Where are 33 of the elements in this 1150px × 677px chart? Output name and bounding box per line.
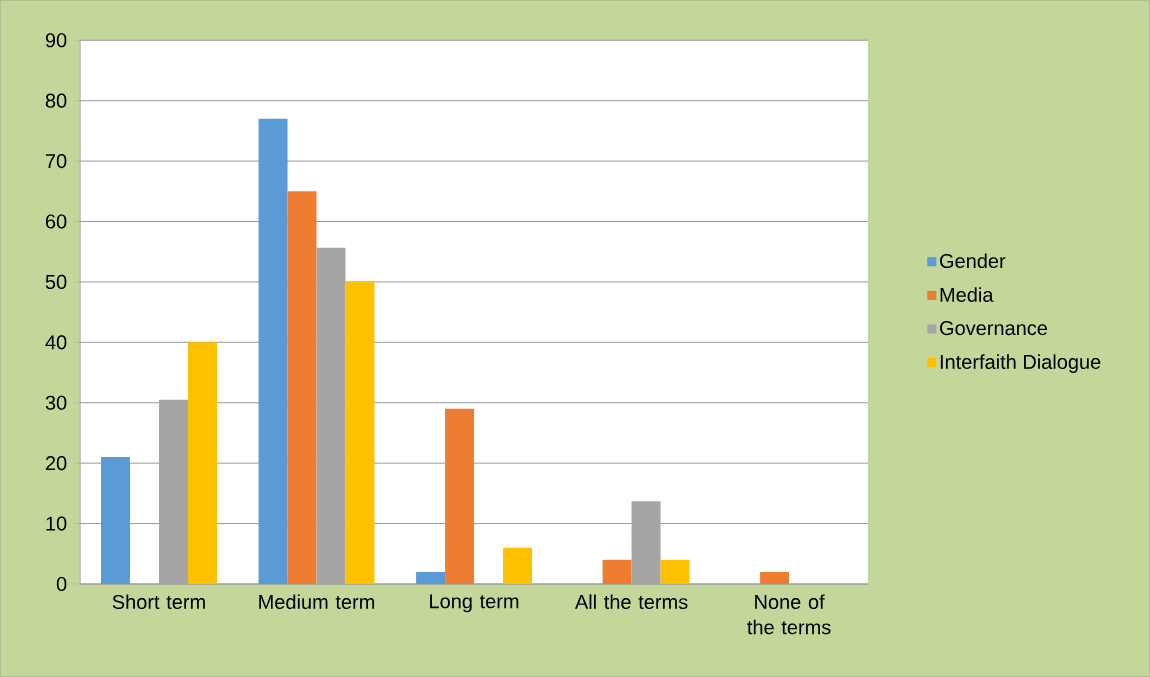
y-tick-label: 10 xyxy=(46,516,67,531)
bar xyxy=(316,247,346,584)
x-tick-label: None of the terms xyxy=(747,594,831,635)
bar xyxy=(187,342,217,584)
y-tick-label: 60 xyxy=(45,214,67,229)
bar xyxy=(503,547,533,584)
x-tick-label: All the terms xyxy=(574,594,688,609)
bar xyxy=(760,571,790,584)
bar xyxy=(660,559,690,584)
x-tick-label: Long term xyxy=(430,594,519,613)
y-tick-label: 30 xyxy=(45,395,67,410)
legend-label: Governance xyxy=(940,320,1048,336)
y-tick-label: 90 xyxy=(45,33,67,48)
y-tick-label: 80 xyxy=(45,93,67,108)
y-tick-label: 40 xyxy=(45,335,67,350)
y-tick-label: 50 xyxy=(45,274,67,289)
bar xyxy=(416,571,446,584)
bar xyxy=(258,118,288,584)
y-tick-label: 70 xyxy=(45,153,67,169)
legend-label: Media xyxy=(940,287,994,302)
bar xyxy=(159,399,188,584)
bar xyxy=(287,191,317,584)
bar xyxy=(101,457,131,584)
bar xyxy=(631,501,661,584)
y-tick-label: 0 xyxy=(56,576,67,591)
x-tick-label: Medium term xyxy=(259,594,375,609)
x-tick-label: Short term xyxy=(112,594,205,609)
bar xyxy=(445,408,475,584)
legend-label: Interfaith Dialogue xyxy=(940,354,1101,373)
y-tick-label: 20 xyxy=(45,455,67,471)
legend-label: Gender xyxy=(940,253,1006,268)
bar xyxy=(345,281,375,584)
bar xyxy=(602,559,632,584)
